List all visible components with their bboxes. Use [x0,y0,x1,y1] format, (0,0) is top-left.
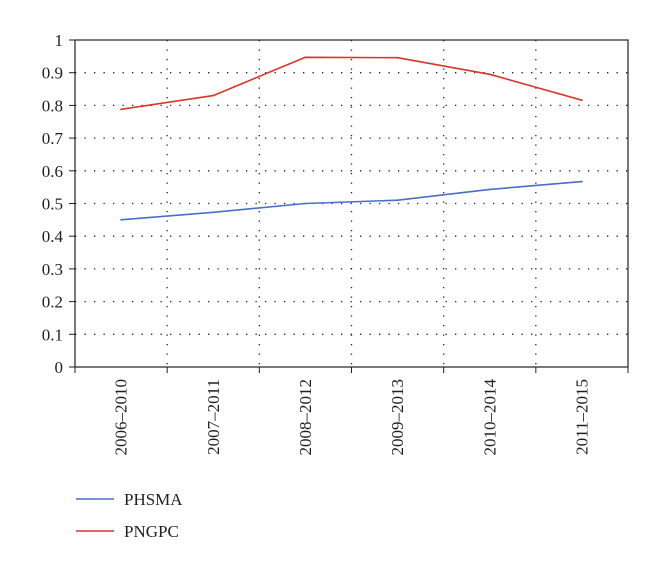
data-point-phsma [304,202,307,205]
x-tick-label: 2010–2014 [480,379,499,456]
data-point-phsma [212,211,215,214]
series-lines [120,56,583,221]
data-point-phsma [396,199,399,202]
data-point-pngpc [396,56,399,59]
y-tick-label: 0.5 [42,195,63,214]
y-axis-ticks: 0 0.1 0.2 0.3 0.4 0.5 0.6 0.7 0.8 0.9 1 [42,31,75,377]
y-tick-label: 0.8 [42,96,63,115]
y-tick-label: 0.7 [42,129,64,148]
x-axis-ticks: 2006–2010 2007–2011 2008–2012 2009–2013 2010… [74,367,629,456]
y-tick-label: 0 [55,358,64,377]
data-point-phsma [120,218,122,221]
data-point-phsma [581,180,583,183]
y-tick-label: 0.4 [42,227,64,246]
data-point-pngpc [488,73,491,76]
legend-label-phsma: PHSMA [124,490,183,509]
data-point-pngpc [581,99,583,102]
y-tick-label: 1 [55,31,64,50]
series-line-pngpc [120,56,583,111]
legend-label-pngpc: PNGPC [124,522,179,541]
x-tick-label: 2008–2012 [296,379,315,456]
data-point-pngpc [304,56,307,59]
legend: PHSMA PNGPC [76,490,183,541]
data-point-pngpc [120,108,122,111]
grid-lines [75,40,628,367]
series-line-phsma [121,180,582,221]
y-tick-label: 0.3 [42,260,63,279]
y-tick-label: 0.1 [42,325,63,344]
data-point-pngpc [212,94,215,97]
x-tick-label: 2006–2010 [112,379,131,456]
x-tick-label: 2009–2013 [388,379,407,456]
y-tick-label: 0.9 [42,64,63,83]
y-tick-label: 0.2 [42,293,63,312]
y-tick-label: 0.6 [42,162,63,181]
x-tick-label: 2007–2011 [204,379,223,455]
data-point-phsma [488,188,491,191]
x-tick-label: 2011–2015 [572,379,591,455]
